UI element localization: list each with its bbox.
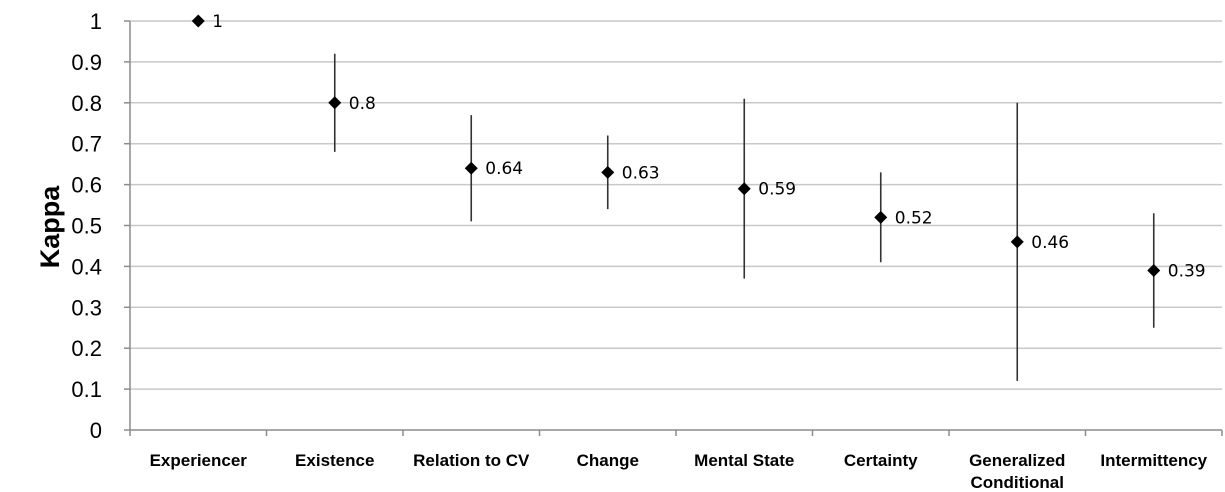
- y-tick-label: 0.7: [71, 132, 102, 157]
- data-label: 0.59: [758, 180, 796, 200]
- y-tick-label: 0: [90, 418, 102, 443]
- y-tick-label: 0.3: [71, 295, 102, 320]
- data-label: 0.8: [349, 94, 376, 114]
- y-tick-label: 0.5: [71, 214, 102, 239]
- y-tick-labels: 0 0.1 0.2 0.3 0.4 0.5 0.6 0.7 0.8 0.9 1: [71, 9, 102, 443]
- x-tick-label: Intermittency: [1100, 451, 1207, 470]
- data-point: [1010, 235, 1024, 249]
- x-tick-label: Generalized: [969, 451, 1065, 470]
- data-point: [191, 14, 205, 28]
- data-point: [464, 161, 478, 175]
- y-tick-label: 1: [90, 9, 102, 34]
- data-points: [191, 14, 1161, 277]
- x-tick-label: Experiencer: [150, 451, 248, 470]
- x-tick-label: Conditional: [971, 473, 1064, 492]
- x-tick-label: Relation to CV: [413, 451, 530, 470]
- data-label: 0.52: [895, 208, 933, 228]
- x-tick-label: Mental State: [694, 451, 794, 470]
- x-tick-label: Change: [577, 451, 639, 470]
- y-tick-label: 0.2: [71, 336, 102, 361]
- data-point: [601, 165, 615, 179]
- data-labels: 1 0.8 0.64 0.63 0.59 0.52 0.46 0.39: [212, 12, 1205, 281]
- y-tick-label: 0.9: [71, 50, 102, 75]
- y-tick-label: 0.4: [71, 254, 102, 279]
- data-label: 1: [212, 12, 223, 32]
- data-label: 0.64: [485, 159, 523, 179]
- data-label: 0.63: [622, 163, 660, 183]
- y-tick-label: 0.6: [71, 173, 102, 198]
- y-tick-label: 0.8: [71, 91, 102, 116]
- data-point: [737, 182, 751, 196]
- y-tick-label: 0.1: [71, 377, 102, 402]
- x-tick-labels: Experiencer Existence Relation to CV Change…: [150, 451, 1208, 492]
- y-axis-label: Kappa: [35, 185, 65, 269]
- axes: [124, 20, 1223, 436]
- gridlines: [130, 20, 1222, 390]
- data-label: 0.39: [1168, 261, 1206, 281]
- data-label: 0.46: [1031, 233, 1069, 253]
- x-tick-label: Existence: [295, 451, 374, 470]
- data-point: [1147, 263, 1161, 277]
- data-point: [874, 210, 888, 224]
- x-tick-label: Certainty: [844, 451, 918, 470]
- data-point: [328, 96, 342, 110]
